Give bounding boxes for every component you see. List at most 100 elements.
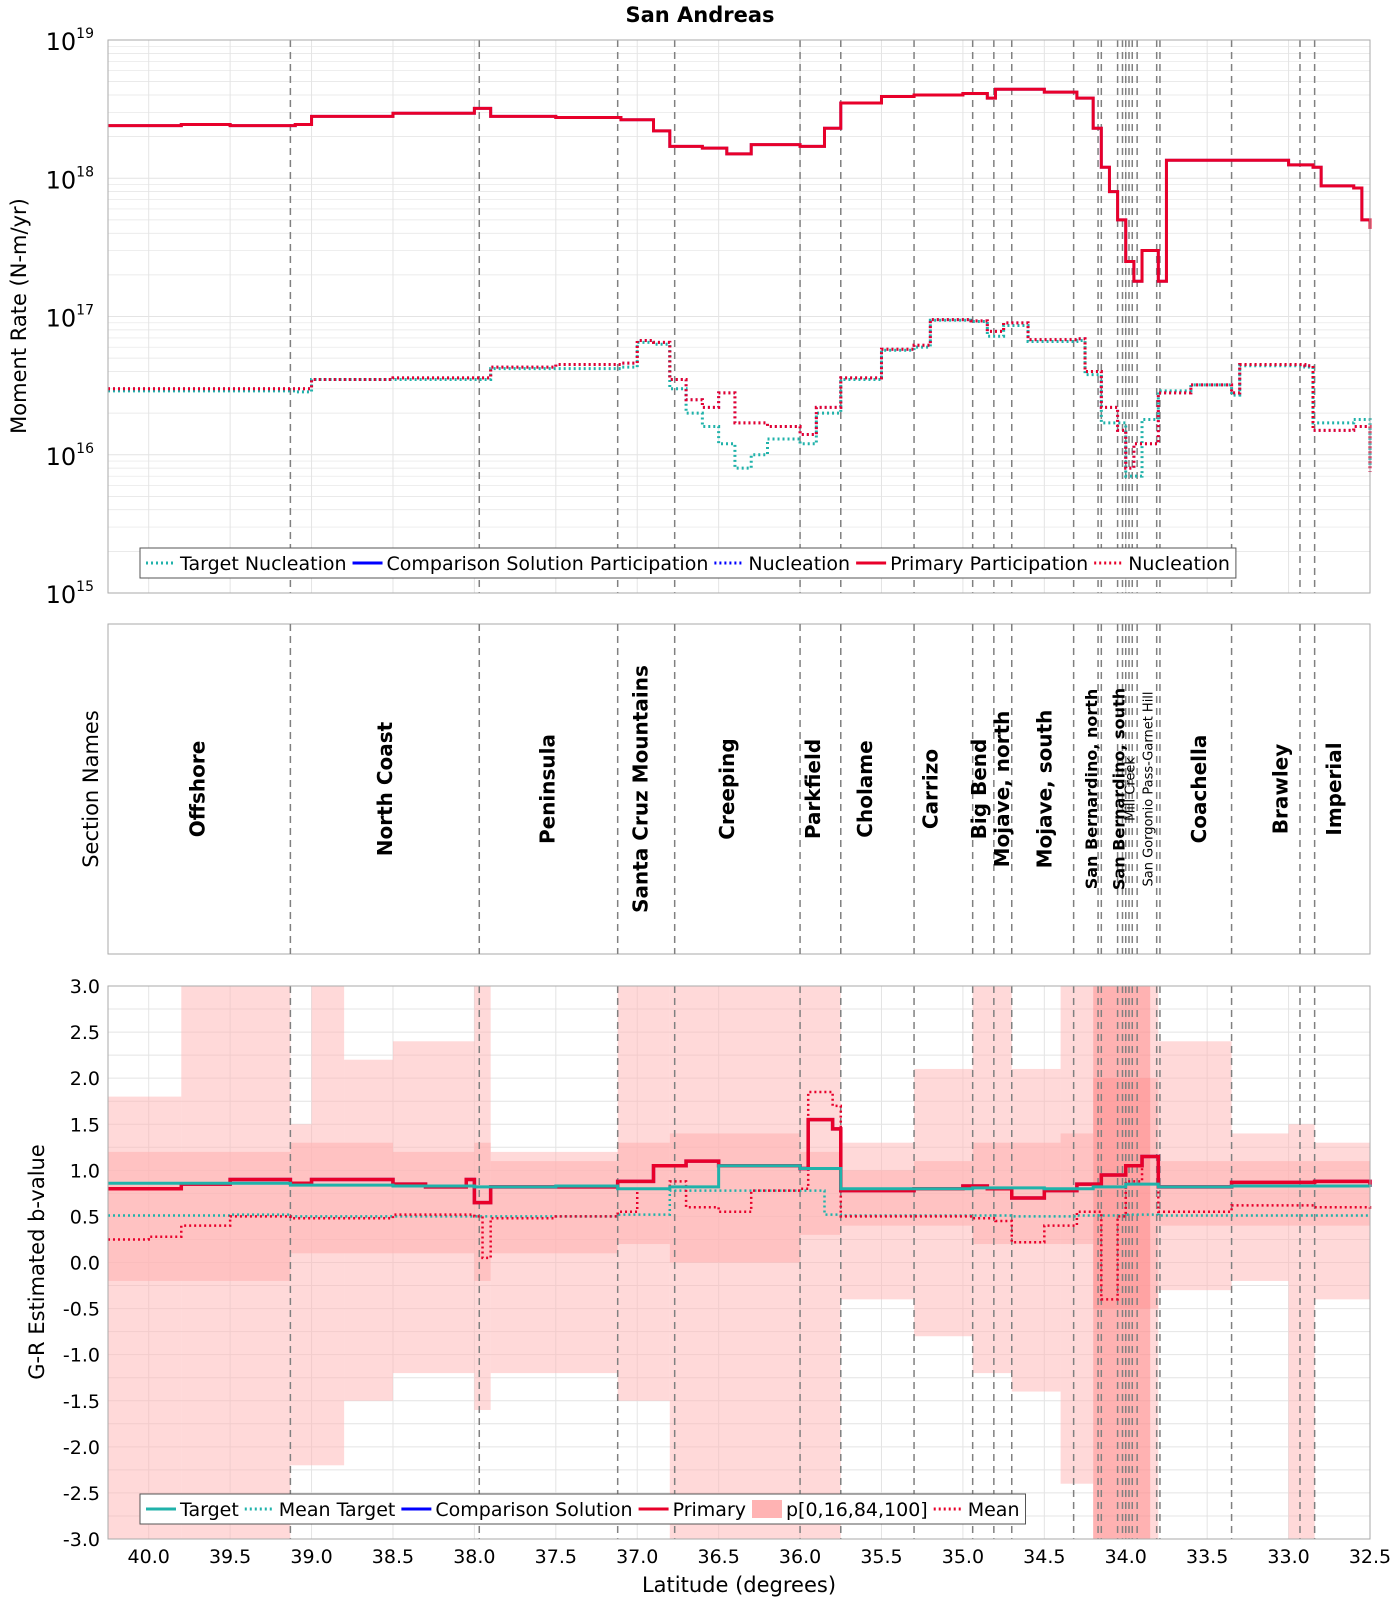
target-nucleation-line (108, 318, 1372, 478)
b-value-y-tick-label: 0.5 (70, 1206, 100, 1228)
moment-rate-legend-label: Target Nucleation (179, 553, 347, 575)
section-label: Santa Cruz Mountains (628, 665, 652, 913)
latitude-x-tick-label: 39.0 (290, 1546, 332, 1568)
b-value-legend-label: Mean (968, 1499, 1020, 1521)
b-value-y-tick-label: 2.5 (70, 1022, 100, 1044)
target-line (108, 1164, 1372, 1191)
moment-rate-y-tick-label: 1016 (46, 441, 94, 471)
percentile-band-inner (1231, 1161, 1315, 1226)
b-value-section-boundaries (289, 986, 1316, 1539)
moment-rate-legend-label: Primary Participation (890, 553, 1088, 575)
b-value-legend-label: Mean Target (279, 1499, 396, 1521)
moment-rate-legend: Target Nucleation Comparison Solution Par… (139, 547, 1237, 579)
b-value-y-tick-label: -0.5 (63, 1299, 100, 1321)
latitude-x-tick-label: 40.0 (128, 1546, 170, 1568)
moment-rate-section-boundaries (289, 40, 1316, 593)
latitude-x-tick-label: 38.0 (453, 1546, 495, 1568)
section-label: Mill Creek (1123, 757, 1138, 821)
b-value-legend-label: Target (179, 1499, 239, 1521)
latitude-x-ticks: 40.0 39.5 39.0 38.5 38.0 37.5 37.0 36.5 36.0 35.5… (128, 1546, 1392, 1568)
moment-rate-y-axis-label: Moment Rate (N-m/yr) (7, 198, 31, 434)
latitude-x-tick-label: 32.5 (1349, 1546, 1391, 1568)
b-value-y-tick-label: -1.0 (63, 1345, 100, 1367)
percentile-band-inner (392, 1151, 475, 1254)
percentile-band-inner (290, 1142, 393, 1254)
moment-rate-y-tick-label: 1018 (46, 164, 94, 194)
b-value-y-tick-label: -2.0 (63, 1437, 100, 1459)
section-label: Peninsula (536, 734, 560, 844)
latitude-x-tick-label: 36.0 (779, 1546, 821, 1568)
latitude-x-tick-label: 34.0 (1105, 1546, 1147, 1568)
percentile-band-inner (914, 1161, 973, 1226)
percentile-band-inner (972, 1142, 1061, 1245)
b-value-legend-box (139, 1493, 1026, 1525)
b-value-frame (107, 985, 1371, 1540)
b-value-legend-label: Primary (673, 1499, 746, 1521)
percentile-band-inner (474, 1142, 491, 1281)
section-label: San Bernardino, north (1082, 689, 1101, 890)
latitude-x-tick-label: 35.5 (860, 1546, 902, 1568)
latitude-x-tick-label: 37.5 (535, 1546, 577, 1568)
primary-line (108, 1117, 1372, 1205)
b-value-y-axis-label: G-R Estimated b-value (25, 1144, 49, 1380)
latitude-x-tick-label: 33.0 (1267, 1546, 1309, 1568)
section-label: Coachella (1187, 735, 1211, 844)
b-value-y-tick-label: 2.0 (70, 1068, 100, 1090)
b-value-y-tick-label: 1.5 (70, 1114, 100, 1136)
b-value-legend: Target Mean Target Comparison Solution Prim… (139, 1493, 1026, 1525)
primary-nucleation-line (108, 318, 1372, 473)
b-value-legend-label: Comparison Solution (435, 1499, 632, 1521)
moment-rate-legend-label: Nucleation (748, 553, 850, 575)
percentile-band-inner (669, 1133, 801, 1263)
b-value-legend-label: p[0,16,84,100] (786, 1499, 928, 1521)
b-value-percentile-bands (108, 986, 1370, 1539)
moment-rate-series (108, 87, 1372, 478)
section-label: Offshore (186, 741, 210, 838)
section-label: Carrizo (918, 749, 942, 829)
latitude-x-tick-label: 39.5 (209, 1546, 251, 1568)
section-label: San Gorgonio Pass-Garnet Hill (1141, 691, 1156, 886)
moment-rate-frame (107, 39, 1371, 594)
b-value-legend-swatch (752, 1500, 782, 1518)
percentile-band-inner (800, 1151, 841, 1235)
section-label: North Coast (373, 721, 397, 856)
section-label: Creeping (715, 738, 739, 839)
moment-rate-legend-box (139, 547, 1237, 579)
primary-participation-line (108, 87, 1372, 283)
section-label: Mojave, north (990, 711, 1014, 868)
latitude-x-tick-label: 35.0 (942, 1546, 984, 1568)
moment-rate-legend-label: Comparison Solution Participation (387, 553, 709, 575)
b-value-y-tick-label: 0.0 (70, 1253, 100, 1275)
section-label: Cholame (853, 740, 877, 837)
section-label: Parkfield (801, 739, 825, 839)
percentile-band-overlap (1093, 986, 1151, 1539)
moment-rate-y-ticks: 1015 1016 1017 1018 1019 (46, 26, 94, 609)
b-value-y-tick-label: 3.0 (70, 976, 100, 998)
latitude-x-tick-label: 34.5 (1023, 1546, 1065, 1568)
section-label: Brawley (1268, 744, 1292, 835)
section-names-y-axis-label: Section Names (79, 710, 103, 868)
latitude-x-tick-label: 37.0 (616, 1546, 658, 1568)
percentile-band-outer (800, 986, 841, 1539)
section-label: Imperial (1322, 742, 1346, 835)
latitude-x-tick-label: 36.5 (697, 1546, 739, 1568)
b-value-series (108, 1090, 1372, 1301)
b-value-y-ticks: 3.0 2.5 2.0 1.5 1.0 0.5 0.0 -0.5 -1.0 -1.5 -2.0 -2.… (63, 976, 100, 1551)
moment-rate-y-tick-label: 1019 (46, 26, 94, 56)
b-value-panel: 3.0 2.5 2.0 1.5 1.0 0.5 0.0 -0.5 -1.0 -1.5 -2.0 -2.… (25, 976, 1391, 1597)
moment-rate-y-tick-label: 1015 (46, 579, 94, 609)
b-value-y-tick-label: -3.0 (63, 1529, 100, 1551)
x-axis-label: Latitude (degrees) (642, 1573, 836, 1597)
section-labels: Offshore North Coast Peninsula Santa Cruz M… (186, 665, 1347, 913)
moment-rate-panel: 1015 1016 1017 1018 1019 Moment Rate (N-m/yr… (7, 26, 1372, 609)
latitude-x-tick-label: 38.5 (372, 1546, 414, 1568)
chart-title: San Andreas (625, 3, 774, 27)
section-label: Big Bend (967, 739, 991, 840)
latitude-x-tick-label: 33.5 (1186, 1546, 1228, 1568)
section-label: Mojave, south (1032, 710, 1056, 869)
b-value-y-tick-label: -1.5 (63, 1391, 100, 1413)
moment-rate-legend-label: Nucleation (1128, 553, 1230, 575)
percentile-band-inner (490, 1161, 618, 1254)
section-names-plot-area (107, 623, 1371, 955)
